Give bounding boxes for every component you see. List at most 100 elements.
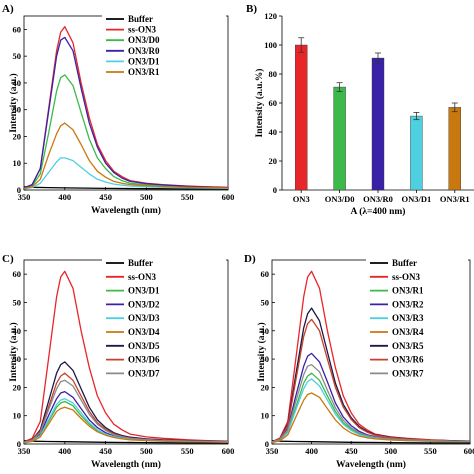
x-tick-label: ON3/R0 (363, 194, 393, 204)
y-axis-label: Intensity (a.u.) (8, 73, 19, 132)
panel-label: B) (246, 3, 257, 15)
panel-b: B) 0 20 40 60 80 100 120 ON3 ON3/D0 ON3/R0 ON3/D1 ON… (246, 3, 474, 217)
panel-c: C) 350 400 450 500 550 600 0 10 20 30 40 50 60 Wavelen… (2, 253, 234, 470)
x-tick-label: 600 (222, 192, 235, 202)
y-tick-label: 100 (264, 40, 277, 50)
legend-background (102, 14, 226, 82)
legend-entry: ON3/R5 (392, 341, 424, 351)
x-tick-label: 400 (58, 192, 71, 202)
x-axis-label: Wavelength (nm) (336, 459, 406, 470)
x-tick-label: 550 (181, 192, 194, 202)
panel-label: C) (2, 253, 14, 265)
series-line-on3-d1 (23, 157, 229, 190)
x-tick-label: 350 (266, 446, 279, 456)
x-tick-label: 600 (222, 446, 235, 456)
legend-entry: ON3/R6 (392, 355, 424, 365)
y-tick-label: 60 (13, 269, 22, 279)
x-tick-label: ON3/D0 (325, 194, 355, 204)
y-tick-label: 10 (13, 411, 22, 421)
y-tick-label: 40 (13, 78, 22, 88)
panel-label: A) (2, 3, 14, 15)
y-tick-label: 120 (264, 11, 277, 21)
legend-background (366, 258, 468, 387)
bar-on3-d1 (410, 115, 423, 191)
y-axis-label: Intensity (a.u.%) (254, 69, 265, 138)
series-line-on3-d0 (23, 74, 229, 189)
series-line-buffer (23, 439, 228, 444)
y-tick-label: 60 (13, 24, 22, 34)
y-tick-label: 20 (13, 131, 22, 141)
legend-entry: ON3/D1 (128, 286, 160, 296)
legend-entry: ss-ON3 (128, 272, 157, 282)
y-tick-label: 50 (13, 297, 22, 307)
y-tick-label: 10 (261, 411, 270, 421)
series-line-buffer (23, 186, 228, 190)
series-line-on3-r0 (23, 36, 229, 189)
series-line-on3-r4 (271, 392, 471, 444)
x-tick-label: 450 (99, 446, 112, 456)
legend-entry: ON3/R3 (392, 313, 424, 323)
y-tick-label: 50 (13, 51, 22, 61)
x-tick-label: 450 (99, 192, 112, 202)
bar-on3 (295, 44, 308, 191)
y-tick-label: 0 (17, 439, 21, 449)
x-tick-label: 400 (58, 446, 71, 456)
x-tick-label: 350 (18, 192, 31, 202)
x-tick-label: ON3/R1 (440, 194, 470, 204)
series-line-on3-r6 (271, 318, 471, 443)
x-axis-label: Wavelength (nm) (91, 205, 161, 216)
y-tick-label: 40 (261, 326, 270, 336)
y-tick-label: 60 (261, 269, 270, 279)
x-tick-label: ON3/D1 (402, 194, 432, 204)
legend-entry: ON3/D4 (128, 327, 160, 337)
y-tick-label: 30 (13, 105, 22, 115)
legend-entry: ON3/D5 (128, 341, 160, 351)
legend: Buffer ss-ON3 ON3/R1 ON3/R2 ON3/R3 ON3/R4 ON3/… (366, 258, 468, 387)
series-line-on3-d2 (23, 390, 229, 443)
x-axis-label: A (λ=400 nm) (351, 206, 406, 217)
panel-d: D) 350 400 450 500 550 600 0 10 20 30 40 50 60 Wavelen… (244, 253, 474, 470)
legend-entry: ON3/R1 (128, 67, 160, 77)
legend-entry: ON3/D6 (128, 355, 160, 365)
legend-entry: ON3/D1 (128, 56, 160, 66)
x-tick-label: 550 (424, 446, 437, 456)
y-tick-label: 30 (261, 354, 270, 364)
y-tick-label: 20 (13, 382, 22, 392)
y-tick-label: 0 (273, 185, 277, 195)
series-line-on3-r7 (271, 364, 471, 443)
bar-on3-r0 (371, 57, 385, 191)
legend-entry: ss-ON3 (392, 272, 421, 282)
y-tick-label: 50 (261, 297, 270, 307)
legend-entry: ON3/R2 (392, 299, 424, 309)
legend-entry: ON3/R7 (392, 368, 424, 378)
bar-on3-d0 (333, 86, 346, 191)
x-tick-label: 500 (384, 446, 397, 456)
y-tick-label: 10 (13, 158, 22, 168)
x-tick-label: 550 (181, 446, 194, 456)
bar-on3-r1 (448, 107, 461, 191)
legend-entry: Buffer (128, 14, 153, 24)
x-tick-label: 350 (18, 446, 31, 456)
legend-entry: Buffer (392, 258, 417, 268)
legend-entry: ON3/D3 (128, 313, 160, 323)
legend-entry: Buffer (128, 258, 153, 268)
y-tick-label: 0 (265, 439, 269, 449)
legend: Buffer ss-ON3 ON3/D1 ON3/D2 ON3/D3 ON3/D4 ON3/… (102, 258, 226, 387)
x-tick-label: 500 (140, 446, 153, 456)
y-tick-label: 40 (13, 326, 22, 336)
legend-entry: ON3/R0 (128, 46, 160, 56)
panel-a: A) 350 400 450 500 550 600 0 10 20 30 40 50 60 Wavelen… (2, 3, 234, 216)
x-tick-label: 450 (345, 446, 358, 456)
x-tick-label: 600 (464, 446, 474, 456)
legend-entry: ON3/D0 (128, 35, 160, 45)
x-axis-label: Wavelength (nm) (91, 459, 161, 470)
series-line-buffer (271, 439, 470, 444)
legend-entry: ON3/D2 (128, 299, 160, 309)
y-tick-label: 80 (269, 69, 278, 79)
y-tick-label: 40 (269, 127, 278, 137)
y-axis-label: Intensity (a.u.) (256, 322, 267, 381)
series-line-on3-d7 (23, 379, 229, 443)
series-line-ss-on3 (23, 270, 229, 443)
